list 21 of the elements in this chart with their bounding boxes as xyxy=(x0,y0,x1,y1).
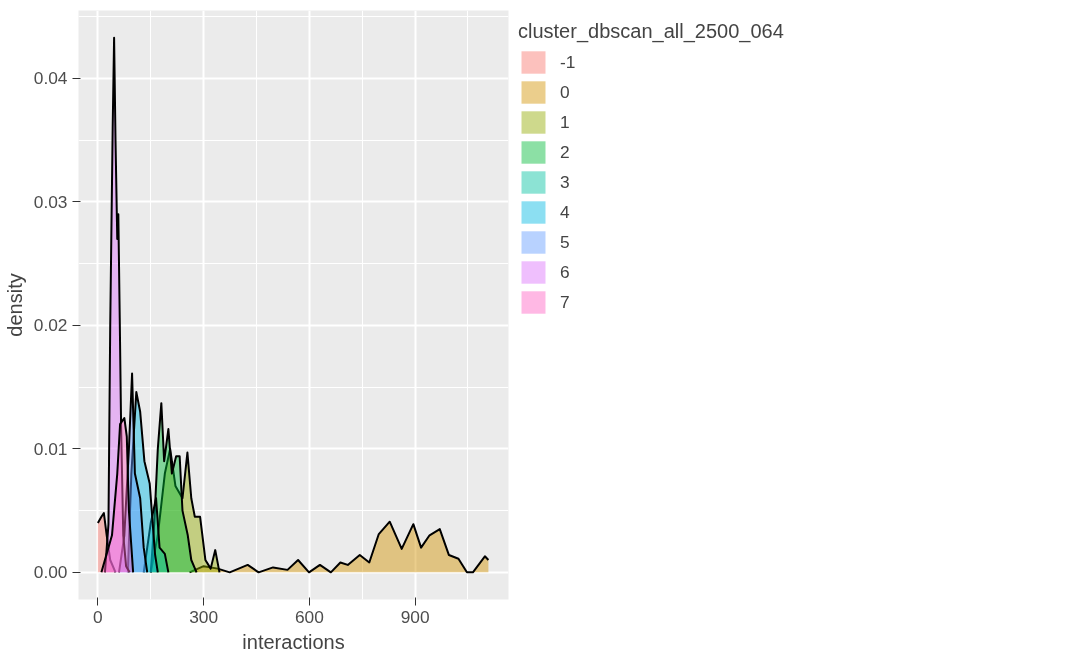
legend-label: 1 xyxy=(560,111,571,133)
y-tick-label: 0.04 xyxy=(33,68,68,89)
y-axis-title: density xyxy=(3,273,26,337)
legend-label: -1 xyxy=(560,51,577,73)
x-tick-label: 300 xyxy=(189,606,219,627)
y-tick-label: 0.00 xyxy=(33,562,68,583)
legend-label: 4 xyxy=(560,201,571,223)
legend-label: 6 xyxy=(560,261,571,283)
y-tick-label: 0.01 xyxy=(33,438,68,459)
legend-label: 5 xyxy=(560,231,571,253)
legend-label: 2 xyxy=(560,141,571,163)
legend-label: 7 xyxy=(560,291,571,313)
legend-label: 0 xyxy=(560,81,571,103)
legend-label: 3 xyxy=(560,171,571,193)
x-tick-label: 900 xyxy=(400,606,430,627)
legend-title: cluster_dbscan_all_2500_064 xyxy=(518,20,784,43)
x-axis-title: interactions xyxy=(242,630,345,653)
x-tick-label: 0 xyxy=(93,606,103,627)
y-tick-label: 0.03 xyxy=(33,191,68,212)
y-tick-label: 0.02 xyxy=(33,315,68,336)
x-tick-label: 600 xyxy=(294,606,324,627)
